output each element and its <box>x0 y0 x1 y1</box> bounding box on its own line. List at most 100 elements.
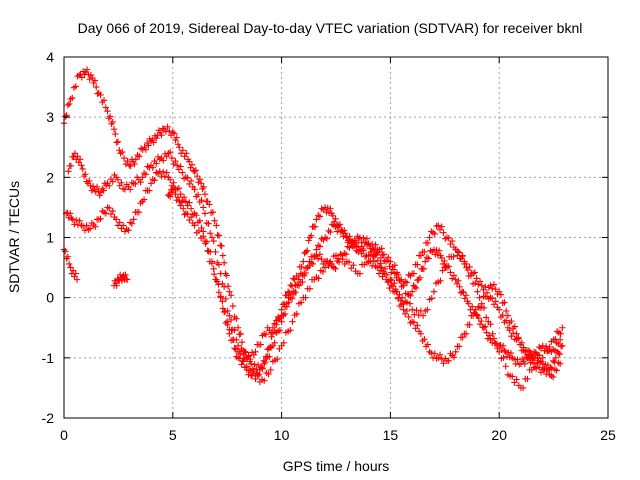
data-point <box>539 354 546 362</box>
data-point <box>553 367 560 374</box>
data-point <box>119 148 126 156</box>
data-point <box>104 107 111 115</box>
data-point <box>114 176 122 183</box>
data-point <box>72 83 79 90</box>
data-point <box>487 320 494 328</box>
data-point <box>112 130 119 138</box>
data-point <box>170 179 177 186</box>
data-point <box>66 100 73 108</box>
data-point <box>164 123 171 130</box>
x-tick-label: 10 <box>274 427 290 443</box>
data-point <box>287 326 294 334</box>
data-point <box>128 220 136 227</box>
data-point <box>166 148 174 156</box>
data-point <box>406 300 414 307</box>
data-point <box>82 171 89 178</box>
data-point <box>91 77 99 84</box>
data-point <box>191 168 198 175</box>
data-point <box>228 326 235 334</box>
data-point <box>224 318 231 325</box>
data-point <box>161 173 169 180</box>
data-point <box>260 360 268 368</box>
data-point <box>502 317 510 324</box>
data-point <box>126 162 133 169</box>
data-point <box>169 129 176 136</box>
data-point <box>153 135 160 142</box>
data-point <box>473 311 480 318</box>
data-point <box>153 160 160 167</box>
data-point <box>556 360 564 368</box>
data-point <box>430 288 438 295</box>
data-point <box>313 216 320 223</box>
data-point <box>425 255 432 262</box>
data-point <box>356 270 364 277</box>
data-point <box>251 361 258 368</box>
data-point <box>168 154 176 162</box>
data-point <box>215 232 223 239</box>
data-point <box>467 272 475 279</box>
data-point <box>543 370 550 378</box>
data-point <box>400 306 407 313</box>
data-point <box>476 278 484 285</box>
data-point <box>412 284 420 292</box>
data-point <box>226 312 233 319</box>
data-point <box>445 234 452 242</box>
data-point <box>496 306 503 313</box>
data-point <box>490 281 498 288</box>
data-point <box>254 372 261 380</box>
data-point <box>506 326 513 334</box>
data-point <box>351 242 358 250</box>
data-point <box>200 183 207 191</box>
data-point <box>158 172 165 180</box>
data-point <box>355 235 362 242</box>
data-point <box>519 384 527 392</box>
data-point <box>424 239 432 247</box>
data-point <box>106 204 113 212</box>
data-point <box>490 335 498 342</box>
data-point <box>160 157 167 164</box>
data-point <box>410 270 418 277</box>
data-point <box>265 370 272 378</box>
data-point <box>100 97 108 104</box>
data-point <box>534 351 541 359</box>
data-point <box>368 262 376 269</box>
data-point <box>210 271 218 278</box>
data-point <box>455 343 463 350</box>
data-point <box>124 157 131 165</box>
data-point <box>544 348 552 355</box>
data-point <box>384 278 391 286</box>
data-point <box>276 326 284 334</box>
data-point <box>72 216 80 224</box>
data-point <box>180 193 188 201</box>
data-point <box>473 275 480 282</box>
data-point <box>177 163 184 170</box>
data-point <box>97 215 104 223</box>
y-tick-label: 3 <box>46 109 54 125</box>
data-point <box>210 265 217 272</box>
data-point <box>233 315 240 322</box>
data-point <box>424 306 431 313</box>
data-point <box>252 348 259 356</box>
data-point <box>489 295 496 302</box>
y-tick-label: 1 <box>46 230 54 246</box>
data-point <box>332 265 339 272</box>
data-point <box>217 270 224 277</box>
data-point <box>71 221 78 228</box>
data-point <box>266 353 273 360</box>
data-point <box>195 227 203 235</box>
data-point <box>403 299 411 306</box>
data-point <box>62 248 69 255</box>
data-point <box>179 169 186 176</box>
data-point <box>499 342 507 349</box>
data-point <box>173 162 181 169</box>
data-point <box>395 295 402 303</box>
data-point <box>478 317 485 325</box>
data-point <box>483 293 491 300</box>
data-point <box>420 265 428 272</box>
data-point <box>122 271 129 279</box>
chart-title: Day 066 of 2019, Sidereal Day-to-day VTE… <box>78 20 583 36</box>
data-point <box>93 183 101 191</box>
data-point <box>318 255 325 263</box>
data-point <box>455 277 462 285</box>
